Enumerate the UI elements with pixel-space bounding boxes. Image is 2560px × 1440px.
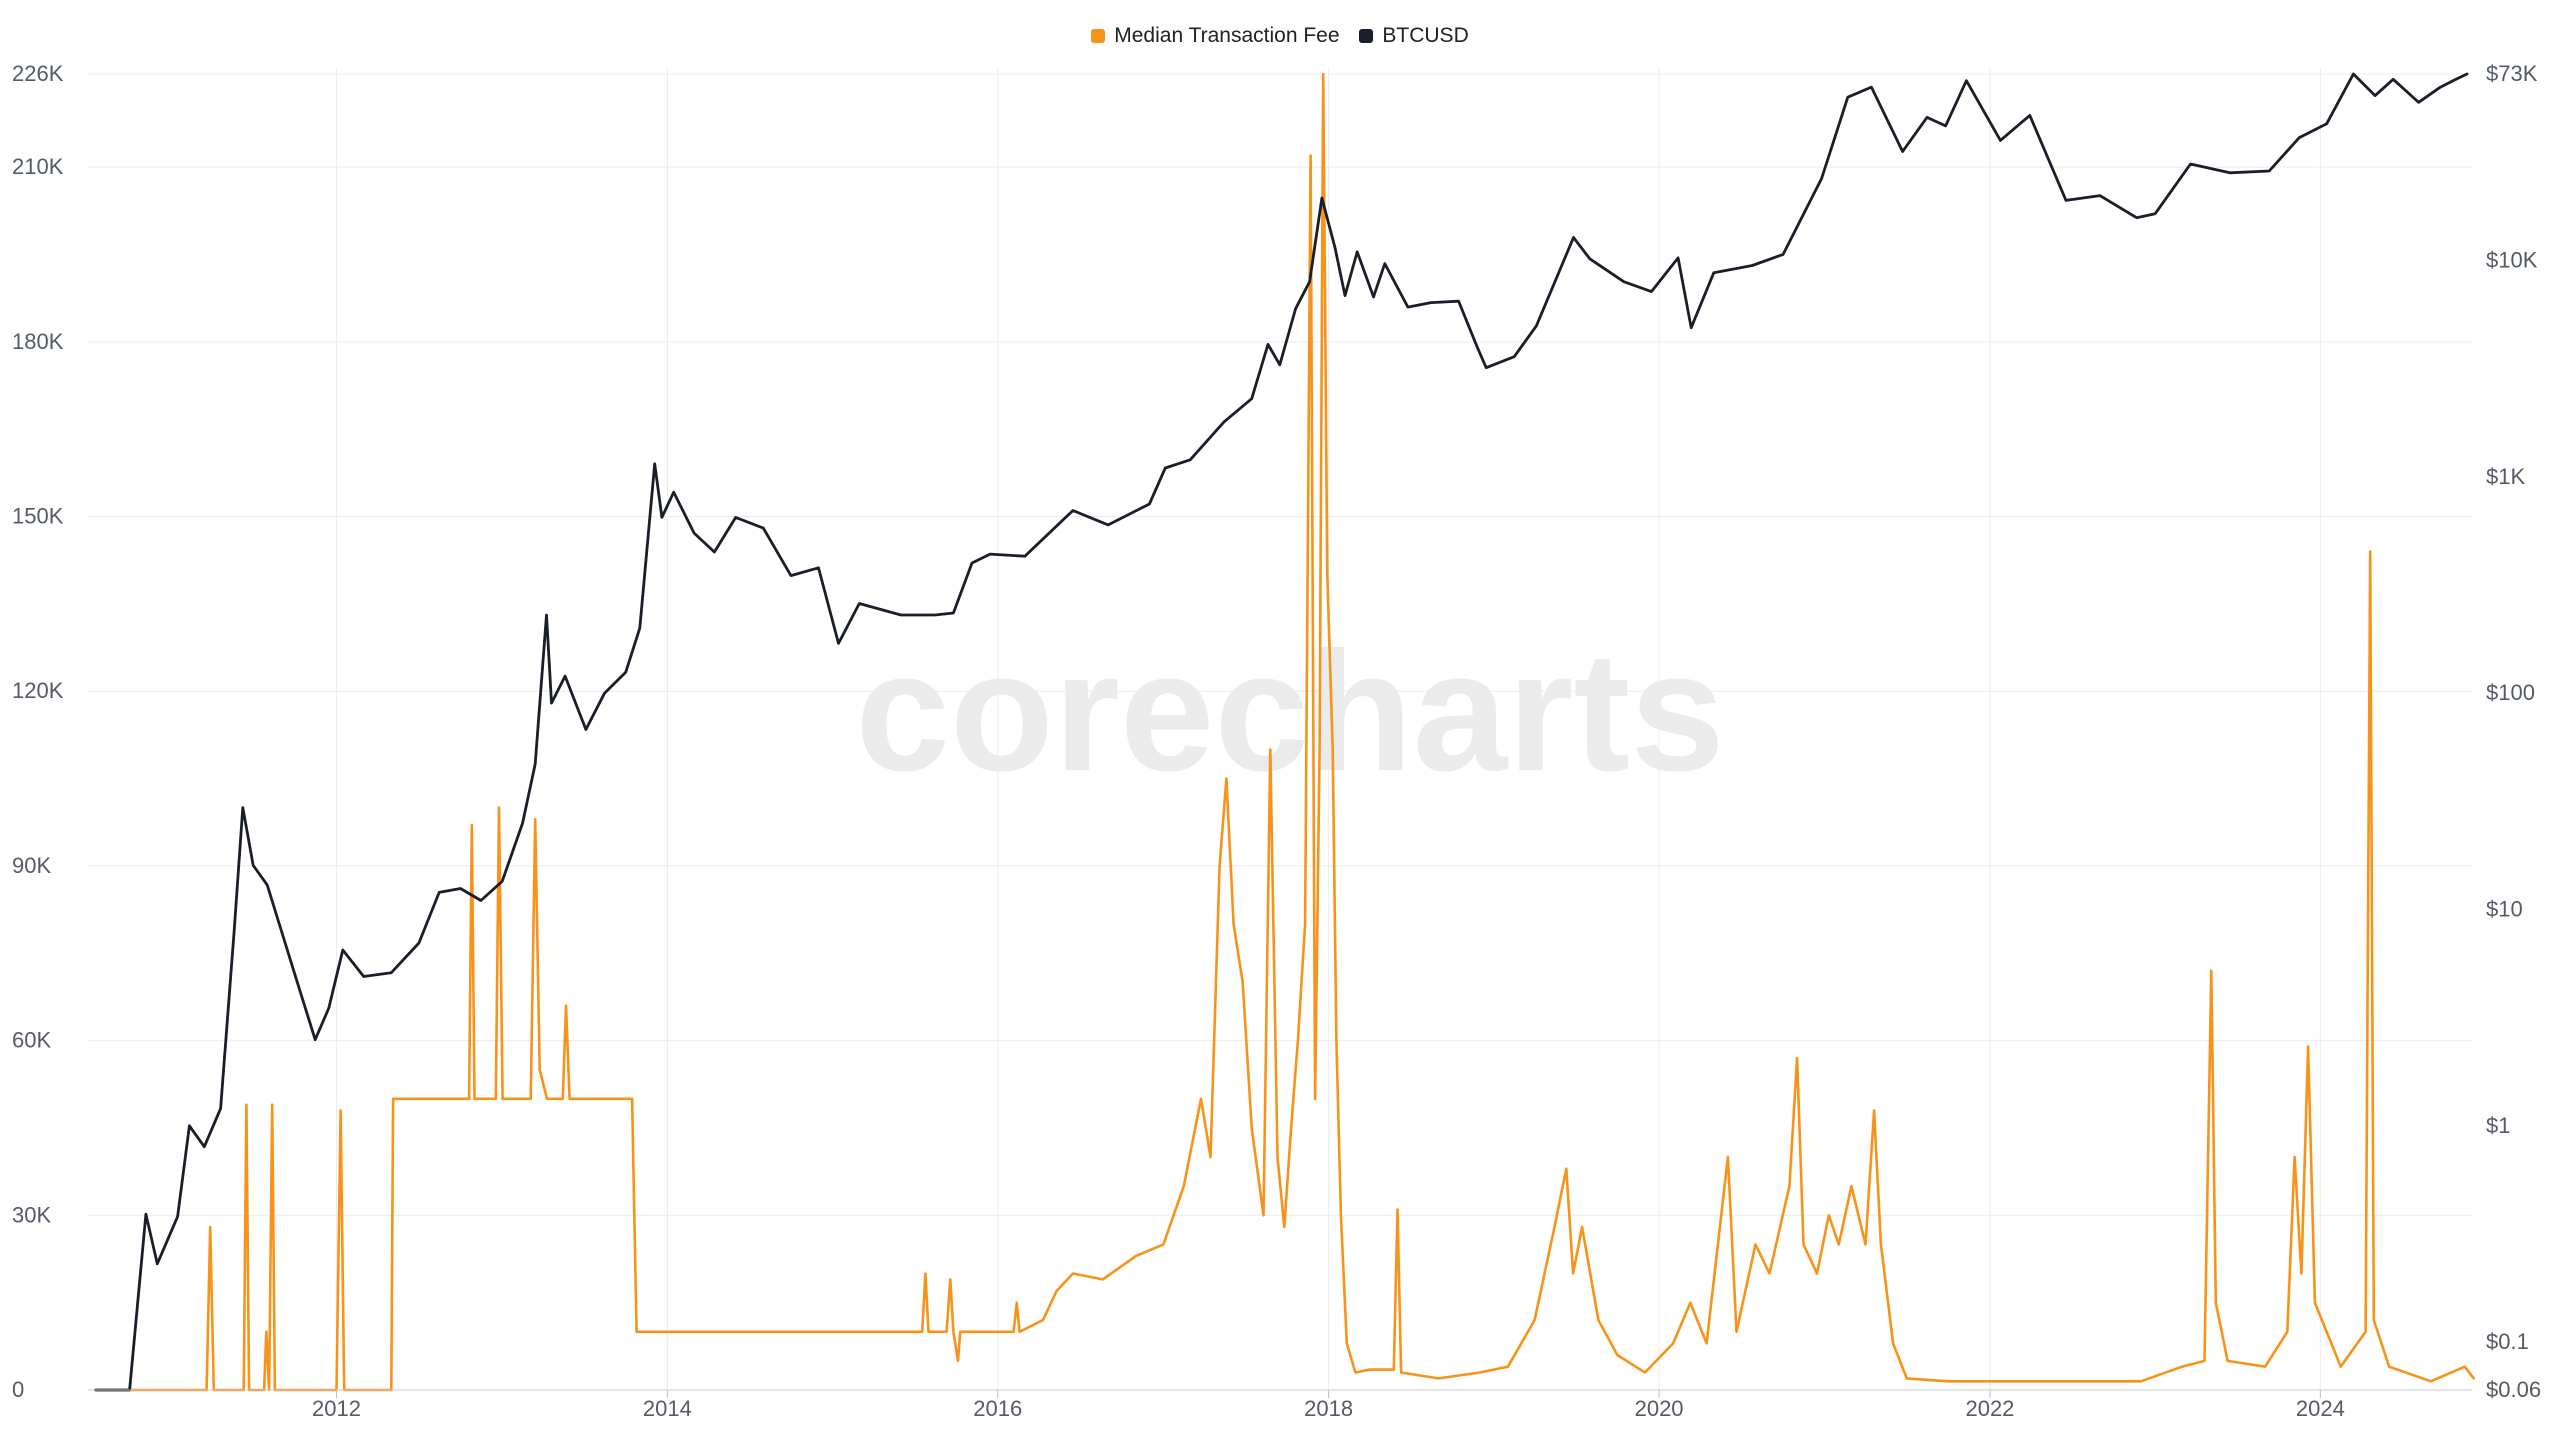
- legend-swatch-icon: [1359, 29, 1374, 43]
- x-tick-label: 2014: [643, 1396, 692, 1421]
- legend-label: Median Transaction Fee: [1114, 24, 1340, 47]
- x-tick-label: 2020: [1635, 1396, 1684, 1421]
- right-tick-label: $10: [2486, 896, 2523, 921]
- legend-item-median-transaction-fee[interactable]: Median Transaction Fee: [1091, 24, 1340, 48]
- grid: [88, 68, 2472, 1391]
- legend-swatch-icon: [1091, 29, 1106, 43]
- x-tick-label: 2022: [1965, 1396, 2014, 1421]
- left-tick-label: 120K: [12, 678, 64, 703]
- btcusd-line: [94, 72, 2469, 1392]
- right-tick-label: $100: [2486, 680, 2535, 705]
- right-tick-label: $1: [2486, 1113, 2510, 1138]
- right-tick-label: $73K: [2486, 61, 2538, 86]
- left-tick-label: 226K: [12, 61, 64, 86]
- left-tick-label: 150K: [12, 504, 64, 529]
- x-tick-label: 2012: [312, 1396, 361, 1421]
- right-tick-label: $0.06: [2486, 1377, 2541, 1402]
- axes: 0 30K 60K 90K 120K 150K 180K 210K 226K $0.06 $0.1 $…: [12, 61, 2541, 1421]
- legend-label: BTCUSD: [1382, 24, 1469, 47]
- left-tick-label: 90K: [12, 853, 51, 878]
- watermark: corecharts: [855, 617, 1724, 807]
- left-tick-label: 30K: [12, 1202, 51, 1227]
- right-tick-label: $1K: [2486, 464, 2525, 489]
- fee-series: [94, 72, 2476, 1392]
- right-tick-label: $0.1: [2486, 1329, 2529, 1354]
- left-tick-label: 210K: [12, 154, 64, 179]
- legend-item-btcusd[interactable]: BTCUSD: [1359, 24, 1469, 48]
- left-tick-label: 180K: [12, 329, 64, 354]
- x-tick-label: 2018: [1304, 1396, 1353, 1421]
- x-tick-label: 2024: [2296, 1396, 2345, 1421]
- btcusd-series: [94, 72, 2469, 1392]
- right-tick-label: $10K: [2486, 248, 2538, 273]
- left-tick-label: 0: [12, 1377, 24, 1402]
- left-tick-label: 60K: [12, 1028, 51, 1053]
- x-tick-label: 2016: [973, 1396, 1022, 1421]
- median-transaction-fee-line: [94, 72, 2476, 1392]
- legend: Median Transaction Fee BTCUSD: [0, 24, 2560, 49]
